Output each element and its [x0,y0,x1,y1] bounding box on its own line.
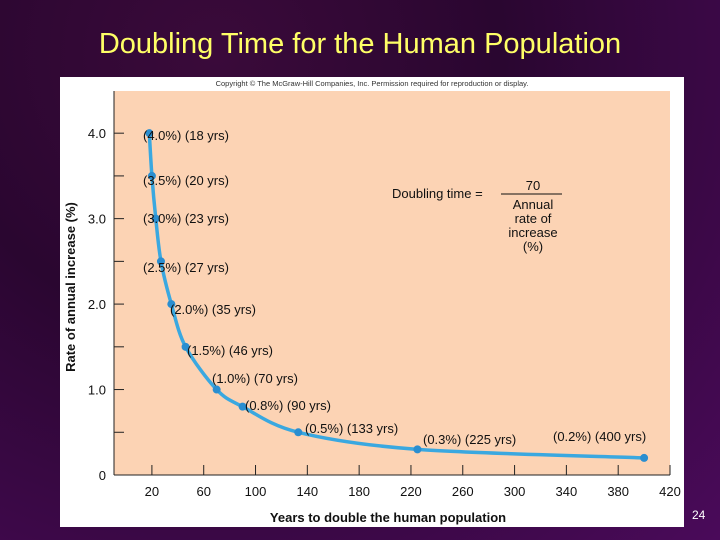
data-label: (0.3%) (225 yrs) [423,432,516,447]
data-points [145,129,649,462]
data-label: (0.2%) (400 yrs) [553,429,646,444]
x-tick-label: 220 [400,484,422,499]
data-point [147,171,156,180]
formula-numerator: 70 [526,178,540,193]
y-tick-label: 1.0 [88,383,106,398]
formula-denominator-line: increase [508,225,557,240]
data-point [151,214,160,223]
data-point [238,402,247,411]
tick-labels: 0 1.0 2.0 3.0 4.0 20 60 100 140 180 220 260 300 340 38… [88,126,681,499]
x-tick-label: 60 [196,484,210,499]
data-label: (0.5%) (133 yrs) [305,421,398,436]
plot-background [114,91,670,475]
y-tick-label: 0 [99,468,106,483]
axes [113,91,670,476]
data-point [294,428,303,437]
y-axis-label: Rate of annual increase (%) [63,202,78,372]
data-point [167,300,176,309]
x-tick-label: 180 [348,484,370,499]
x-tick-label: 340 [556,484,578,499]
data-point [145,129,154,138]
data-label: (2.0%) (35 yrs) [170,302,256,317]
data-point [640,453,649,462]
data-point [212,385,221,394]
y-tick-label: 4.0 [88,126,106,141]
slide-number: 24 [692,508,706,522]
data-label: (0.8%) (90 yrs) [245,398,331,413]
data-label: (1.0%) (70 yrs) [212,371,298,386]
data-point [413,445,422,454]
slide-title: Doubling Time for the Human Population [98,28,622,60]
x-tick-label: 380 [607,484,629,499]
data-label: (2.5%) (27 yrs) [143,260,229,275]
y-tick-label: 3.0 [88,212,106,227]
x-axis-label: Years to double the human population [270,510,506,525]
data-label: (3.0%) (23 yrs) [143,211,229,226]
data-label: (1.5%) (46 yrs) [187,343,273,358]
data-point [156,257,165,266]
x-tick-label: 100 [245,484,267,499]
formula-denominator-line: (%) [523,239,543,254]
doubling-time-chart: 0 1.0 2.0 3.0 4.0 20 60 100 140 180 220 260 300 340 38… [63,91,681,525]
data-point [181,342,190,351]
formula-denominator-line: rate of [515,211,552,226]
x-tick-label: 260 [452,484,474,499]
data-labels: (4.0%) (18 yrs) (3.5%) (20 yrs) (3.0%) (23… [143,128,646,447]
x-tick-label: 300 [504,484,526,499]
data-label: (4.0%) (18 yrs) [143,128,229,143]
y-tick-label: 2.0 [88,297,106,312]
x-tick-label: 20 [145,484,159,499]
figure-panel: Copyright © The McGraw-Hill Companies, I… [60,77,684,527]
tick-marks [114,132,671,476]
x-tick-label: 420 [659,484,681,499]
copyright-notice: Copyright © The McGraw-Hill Companies, I… [215,79,529,88]
x-tick-label: 140 [296,484,318,499]
formula-denominator-line: Annual [513,197,554,212]
formula-lhs: Doubling time = [392,186,483,201]
data-label: (3.5%) (20 yrs) [143,173,229,188]
